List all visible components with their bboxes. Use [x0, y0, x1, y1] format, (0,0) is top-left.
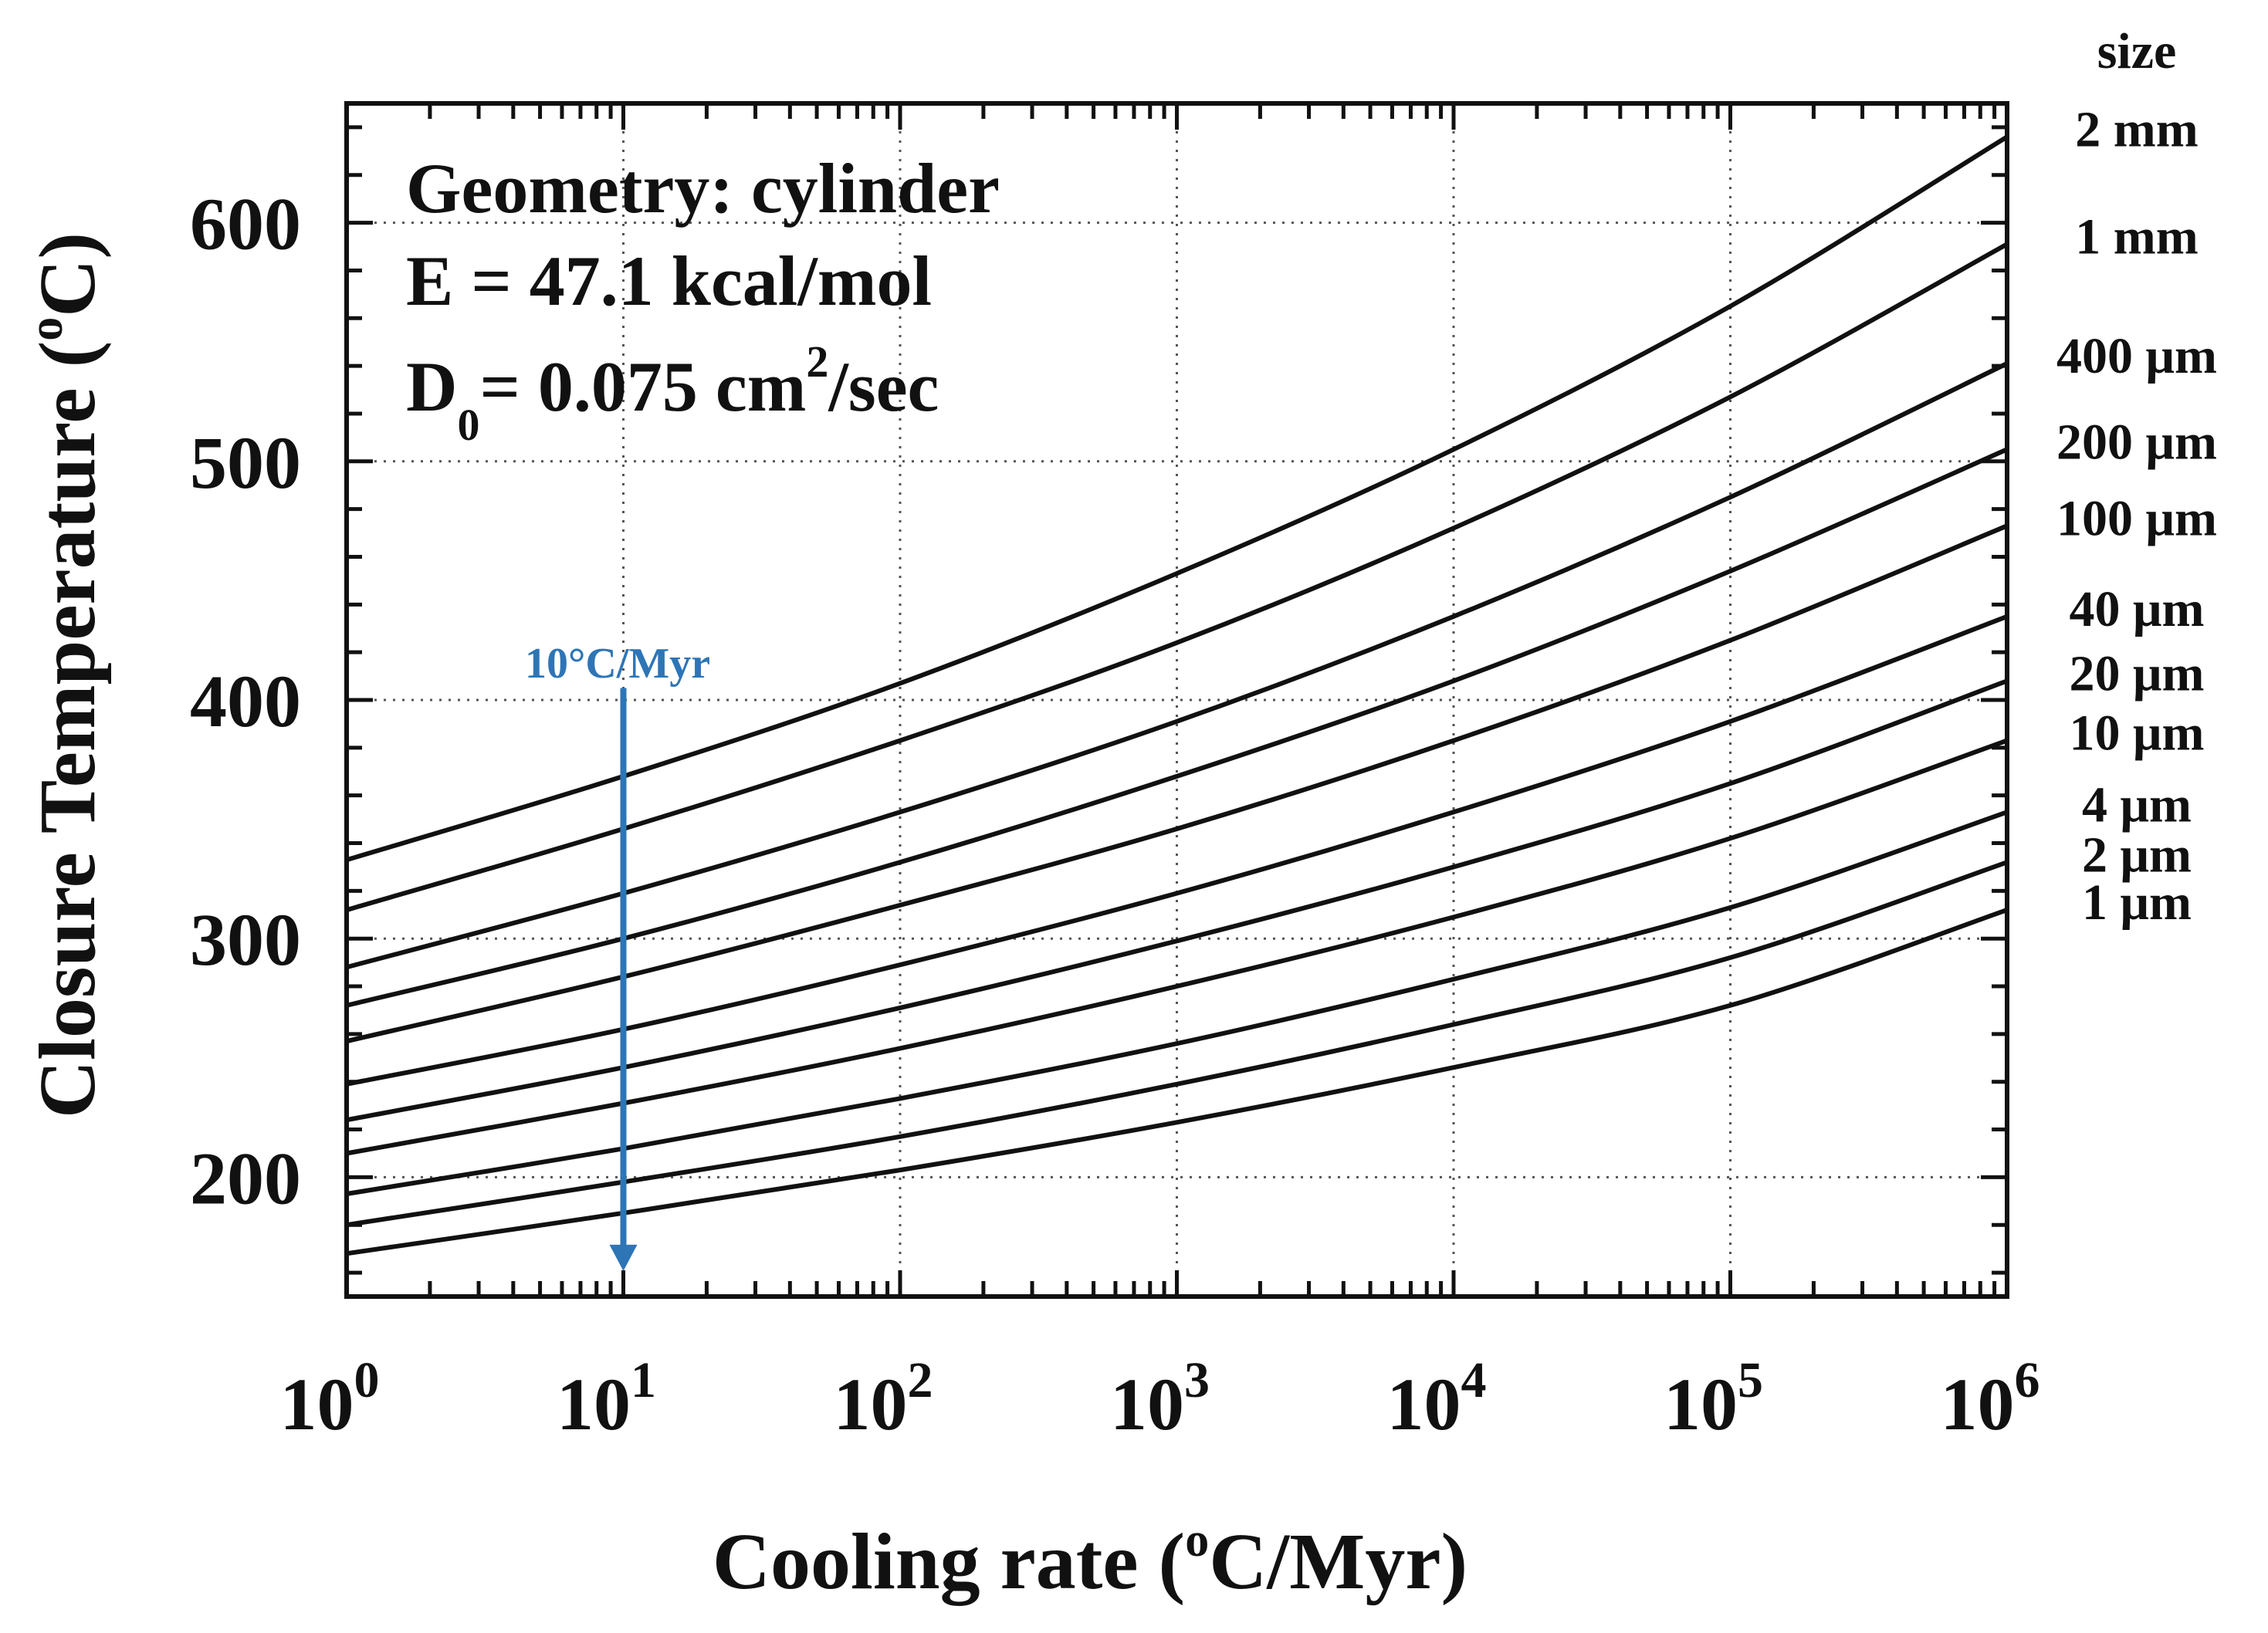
legend-label-6: 20 μm [2070, 645, 2205, 702]
y-tick-label: 600 [190, 183, 301, 265]
x-tick-label: 100 [280, 1352, 380, 1445]
marker-arrow-head [609, 1244, 638, 1271]
y-tick-label: 300 [190, 898, 301, 981]
x-tick-label: 104 [1387, 1352, 1487, 1445]
legend-label-9: 2 μm [2082, 827, 2192, 883]
cooling-rate-marker [609, 688, 638, 1271]
marker-label: 10°C/Myr [525, 640, 710, 688]
legend-label-5: 40 μm [2070, 581, 2205, 637]
d0-annotation: D0= 0.075 cm2/sec [406, 336, 939, 450]
legend-label-7: 10 μm [2070, 705, 2205, 762]
x-tick-label: 102 [834, 1352, 933, 1445]
legend-title: size [2097, 23, 2177, 79]
series-line-10 [346, 908, 2008, 1256]
y-tick-label: 500 [190, 421, 301, 504]
energy-annotation: E = 47.1 kcal/mol [406, 242, 932, 320]
x-axis-title: Cooling rate (oC/Myr) [713, 1514, 1467, 1606]
y-tick-label: 200 [190, 1137, 301, 1219]
legend-label-1: 1 mm [2075, 208, 2198, 265]
series-line-3 [346, 447, 2009, 1008]
legend-label-0: 2 mm [2075, 101, 2198, 157]
geometry-annotation: Geometry: cylinder [406, 149, 1000, 228]
y-tick-label: 400 [190, 660, 301, 742]
x-tick-label: 105 [1664, 1352, 1763, 1445]
legend-label-3: 200 μm [2056, 414, 2217, 470]
x-tick-label: 101 [557, 1352, 656, 1445]
x-tick-label: 106 [1941, 1352, 2040, 1445]
legend-label-4: 100 μm [2056, 490, 2217, 546]
legend-label-2: 400 μm [2056, 328, 2217, 384]
legend-label-10: 1 μm [2082, 874, 2192, 931]
y-axis-title: Closure Temperature (oC) [20, 232, 112, 1118]
legend-label-8: 4 μm [2082, 776, 2192, 833]
x-tick-label: 103 [1110, 1352, 1210, 1445]
